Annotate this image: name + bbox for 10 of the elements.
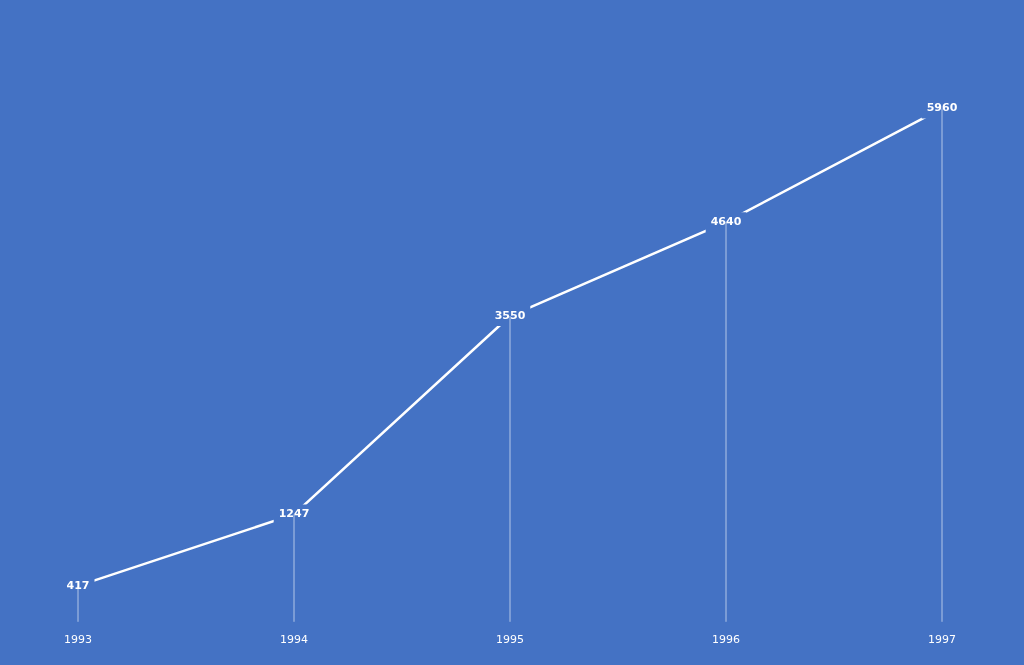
x-tick-label: 1996: [712, 633, 740, 647]
data-label: 4640: [710, 215, 742, 228]
x-tick-label: 1995: [496, 633, 524, 647]
data-label: 417: [66, 578, 90, 592]
x-tick-label: 1997: [928, 633, 956, 647]
x-tick-label: 1993: [64, 633, 92, 647]
data-label: 3550: [494, 308, 526, 322]
data-label: 5960: [926, 101, 958, 115]
data-label: 1247: [278, 507, 310, 521]
x-tick-label: 1994: [280, 633, 308, 647]
